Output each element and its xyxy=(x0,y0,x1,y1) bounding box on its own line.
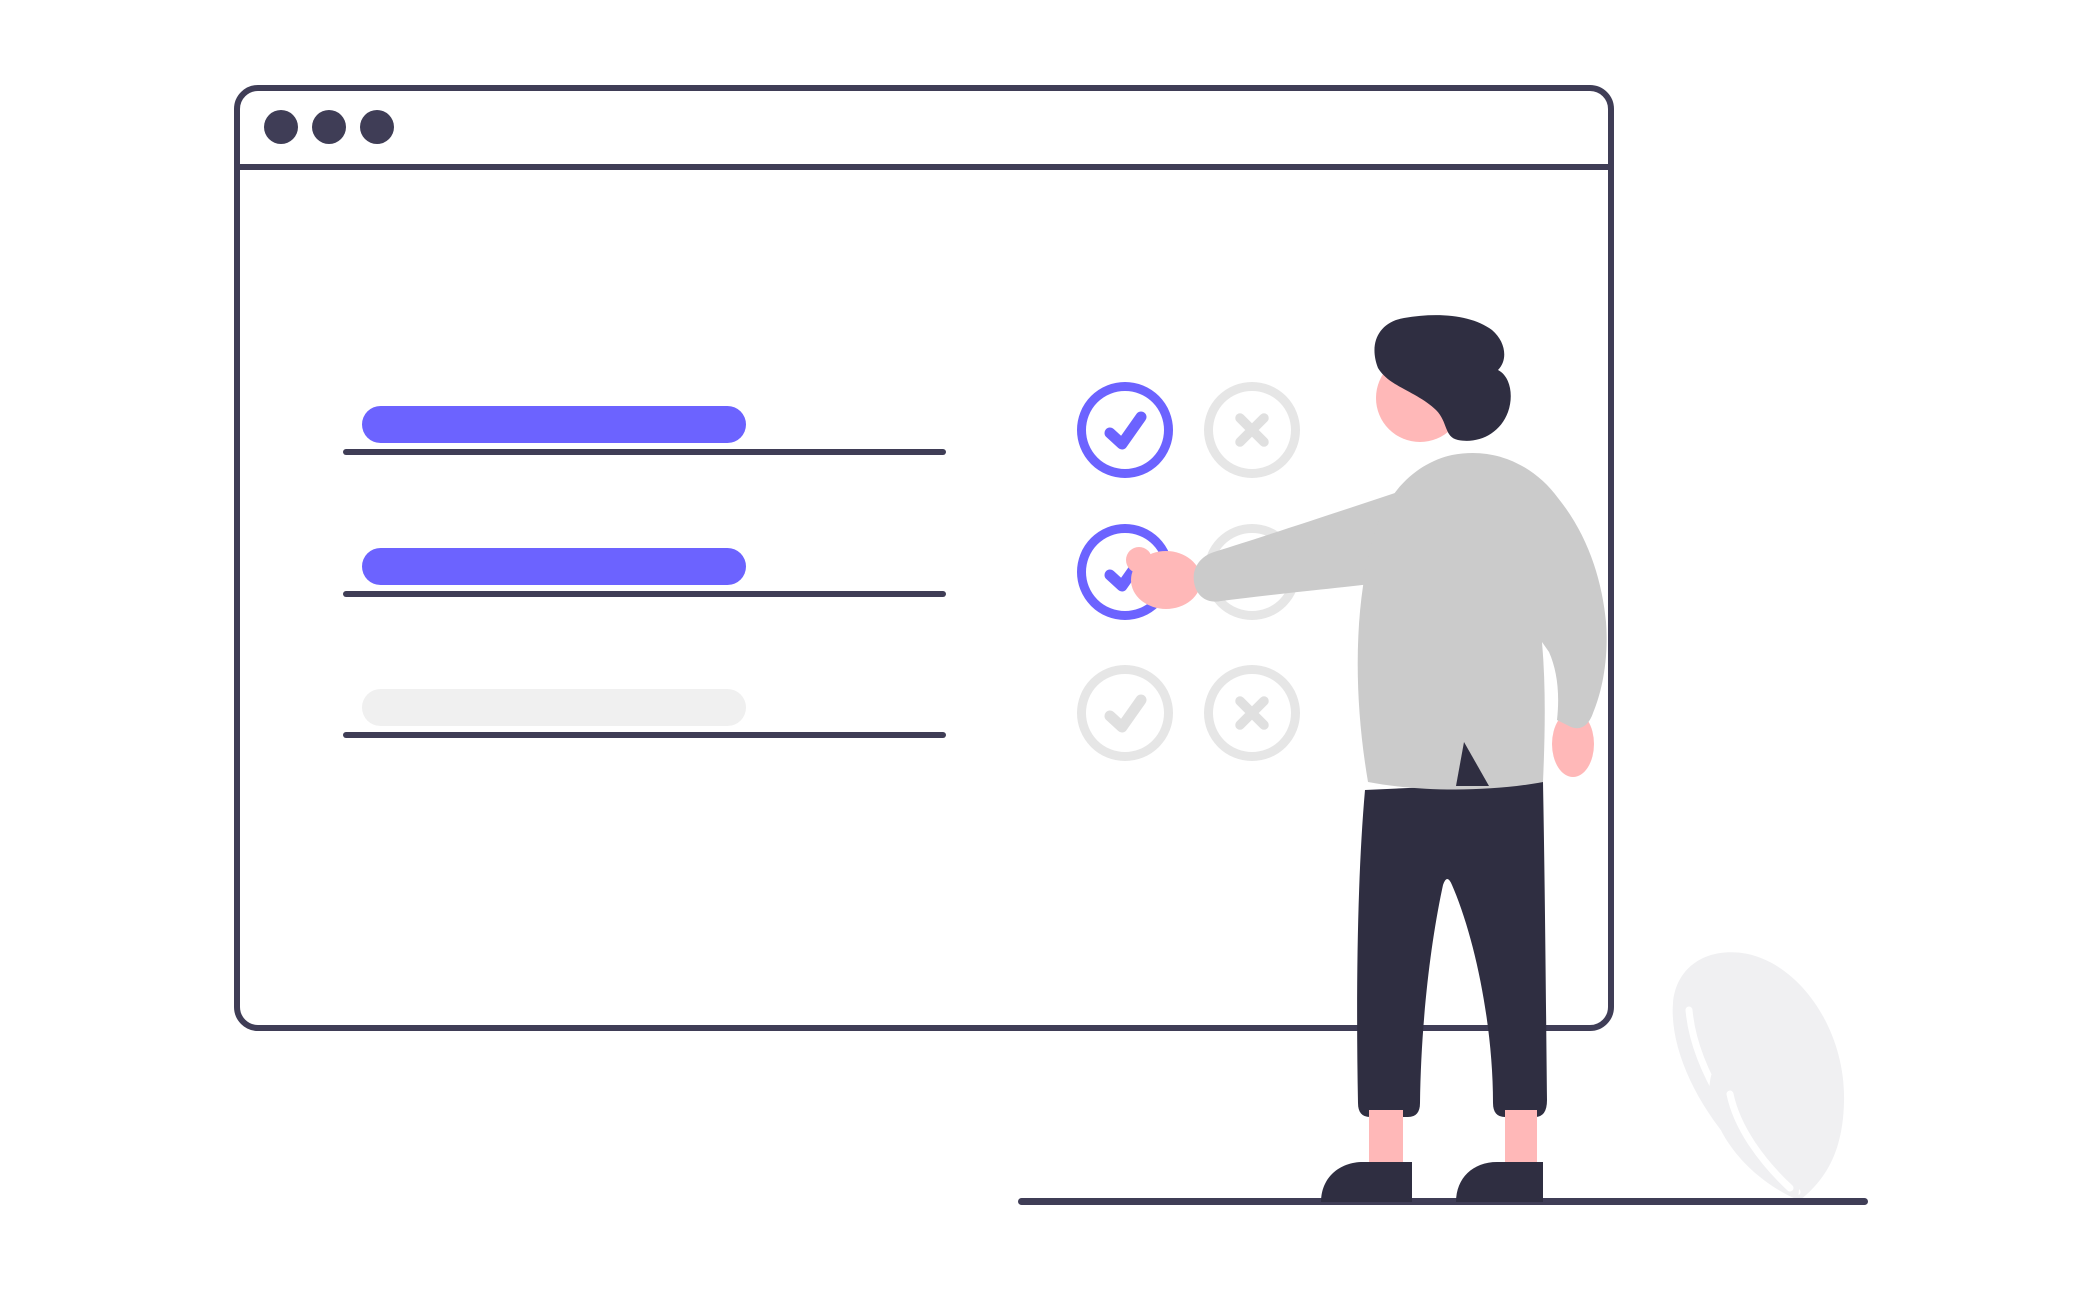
leaf-vein xyxy=(1685,1006,1801,1196)
skeleton-text-pill xyxy=(362,406,746,443)
row-divider-line xyxy=(343,732,946,738)
approve-button[interactable] xyxy=(1077,382,1173,478)
browser-window xyxy=(234,85,1614,1031)
window-titlebar xyxy=(240,91,1608,170)
window-control-dot[interactable] xyxy=(312,110,346,144)
check-icon xyxy=(1104,411,1147,450)
left-ankle xyxy=(1369,1110,1403,1170)
skeleton-text-pill xyxy=(362,689,746,726)
x-icon xyxy=(1235,413,1269,447)
right-shoe xyxy=(1456,1162,1543,1202)
approve-button[interactable] xyxy=(1077,524,1173,620)
leaf-decoration xyxy=(1672,952,1845,1200)
leaf-lobe xyxy=(1672,952,1845,1200)
approve-button[interactable] xyxy=(1077,665,1173,761)
leaf-vein xyxy=(1726,1090,1794,1192)
reject-button[interactable] xyxy=(1204,524,1300,620)
window-control-dot[interactable] xyxy=(360,110,394,144)
window-control-dot[interactable] xyxy=(264,110,298,144)
x-icon xyxy=(1235,696,1269,730)
reject-button[interactable] xyxy=(1204,665,1300,761)
right-ankle xyxy=(1505,1110,1537,1170)
check-icon xyxy=(1104,553,1147,592)
row-divider-line xyxy=(343,449,946,455)
left-shoe xyxy=(1321,1162,1412,1202)
leaf-lobe xyxy=(1709,1047,1802,1200)
x-icon xyxy=(1235,555,1269,589)
check-icon xyxy=(1104,694,1147,733)
ground-line xyxy=(1018,1198,1868,1205)
reject-button[interactable] xyxy=(1204,382,1300,478)
skeleton-text-pill xyxy=(362,548,746,585)
row-divider-line xyxy=(343,591,946,597)
